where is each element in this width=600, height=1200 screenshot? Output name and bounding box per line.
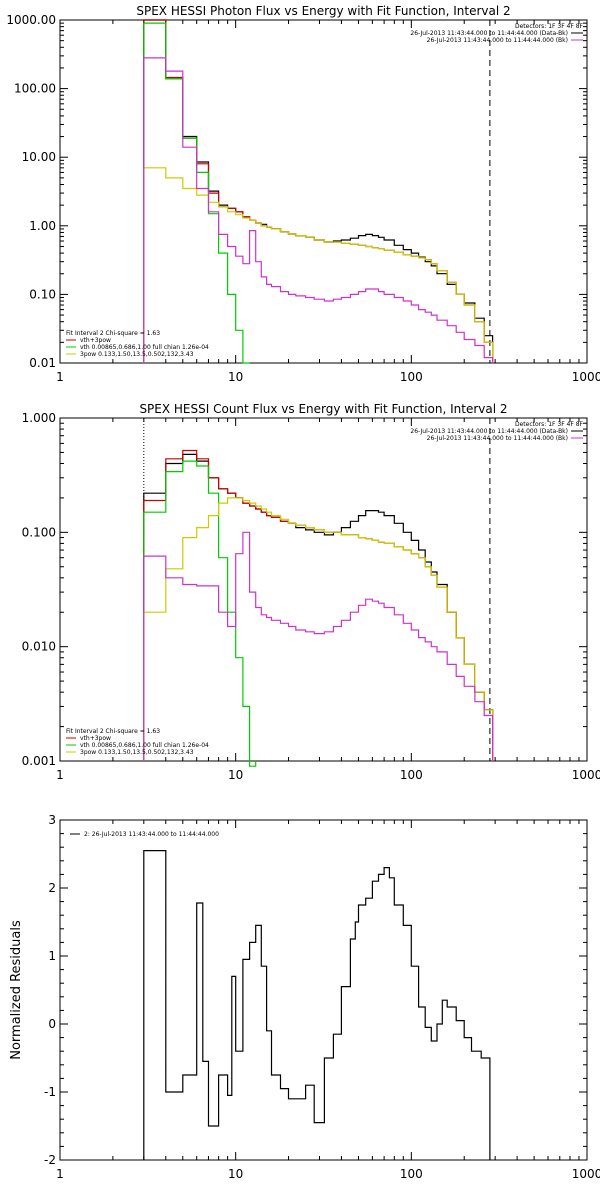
y-tick-label: 0.100	[22, 525, 56, 539]
plot-frame	[59, 19, 588, 364]
y-tick-label: 0.10	[29, 287, 56, 301]
y-tick-label: 100.00	[14, 82, 56, 96]
x-tick-label: 1	[56, 370, 64, 384]
plot-frame	[59, 417, 588, 762]
legend-entry: vth 0.00865,0.686,1.00 full chian 1.26e-…	[80, 344, 209, 351]
y-tick-label: -2	[44, 1153, 56, 1167]
legend-entry: vth+3pow	[80, 337, 111, 344]
chart-title: SPEX HESSI Count Flux vs Energy with Fit…	[139, 402, 507, 416]
series-line-3	[143, 167, 494, 363]
y-tick-label: 0.01	[29, 356, 56, 370]
x-tick-label: 1000	[572, 768, 600, 782]
series-line-0	[143, 850, 491, 1160]
count-flux-panel: SPEX HESSI Count Flux vs Energy with Fit…	[22, 402, 600, 782]
legend-entry: 26-Jul-2013 11:43:44.000 to 11:44:44.000…	[410, 428, 568, 435]
legend-entry: vth 0.00865,0.686,1.00 full chian 1.26e-…	[80, 742, 209, 749]
legend-entry: 3pow 0.133,1.50,13.5,0.502,132,3.43	[80, 749, 194, 756]
x-tick-label: 1	[56, 768, 64, 782]
x-tick-label: 1000	[572, 1167, 600, 1181]
x-tick-label: 10	[228, 1167, 243, 1181]
legend-header: Fit Interval 2 Chi-square = 1.63	[66, 330, 160, 337]
legend-header: Fit Interval 2 Chi-square = 1.63	[66, 728, 160, 735]
legend-entry: vth+3pow	[80, 735, 111, 742]
x-tick-label: 100	[400, 768, 423, 782]
x-tick-label: 10	[228, 768, 243, 782]
y-tick-label: 1.000	[22, 411, 56, 425]
x-tick-label: 1000	[572, 370, 600, 384]
y-tick-label: 10.00	[22, 150, 56, 164]
legend-header: Detectors: 1F 3F 4F 8F	[515, 421, 584, 428]
y-tick-label: 1000.00	[6, 13, 56, 27]
y-tick-label: 0.001	[22, 754, 56, 768]
legend-entry: 26-Jul-2013 11:43:44.000 to 11:44:44.000…	[427, 37, 568, 44]
photon-flux-panel: SPEX HESSI Photon Flux vs Energy with Fi…	[6, 4, 600, 384]
y-tick-label: 1	[48, 949, 56, 963]
legend-entry: 3pow 0.133,1.50,13.5,0.502,132,3.43	[80, 351, 194, 358]
chart-title: SPEX HESSI Photon Flux vs Energy with Fi…	[136, 4, 510, 18]
x-tick-label: 100	[400, 1167, 423, 1181]
legend-entry: 26-Jul-2013 11:43:44.000 to 11:44:44.000…	[427, 435, 568, 442]
series-line-3	[143, 497, 494, 761]
y-tick-label: 2	[48, 881, 56, 895]
y-tick-label: 0	[48, 1017, 56, 1031]
legend-entry: 2: 26-Jul-2013 11:43:44.000 to 11:44:44.…	[84, 831, 219, 838]
x-tick-label: 1	[56, 1167, 64, 1181]
y-axis-label: Normalized Residuals	[9, 920, 24, 1060]
plot-frame	[59, 819, 588, 1161]
residuals-panel: 1 10 100 1000 -2 -1 0 1 2 3 Normalized Residuals 2:…	[9, 813, 600, 1181]
y-tick-label: 1.00	[29, 219, 56, 233]
series-line-4	[143, 57, 494, 363]
x-tick-label: 100	[400, 370, 423, 384]
y-tick-label: -1	[44, 1085, 56, 1099]
x-tick-label: 10	[228, 370, 243, 384]
legend-entry: 26-Jul-2013 11:43:44.000 to 11:44:44.000…	[410, 30, 568, 37]
y-tick-label: 3	[48, 813, 56, 827]
series-line-2	[143, 460, 257, 767]
series-line-4	[143, 531, 494, 761]
legend-header: Detectors: 1F 3F 4F 8F	[515, 23, 584, 30]
y-tick-label: 0.010	[22, 640, 56, 654]
series-line-2	[143, 22, 250, 364]
